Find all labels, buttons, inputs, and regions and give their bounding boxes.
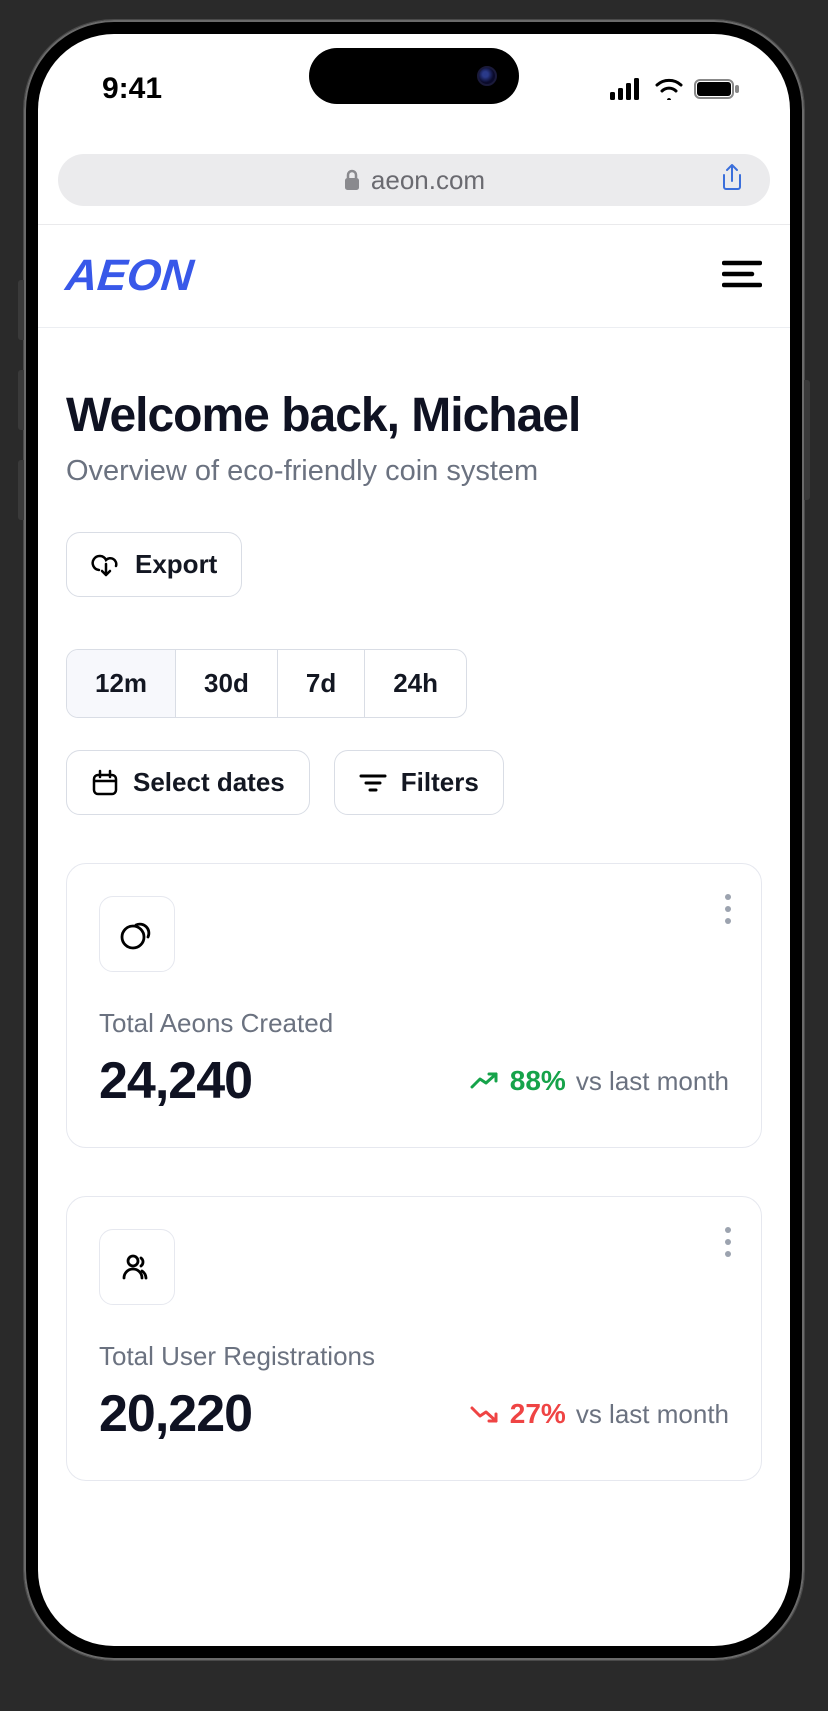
trend-caption: vs last month (576, 1066, 729, 1097)
export-button[interactable]: Export (66, 532, 242, 597)
dots-icon (725, 1227, 731, 1233)
card-label: Total Aeons Created (99, 1008, 729, 1039)
card-label: Total User Registrations (99, 1341, 729, 1372)
cellular-icon (610, 78, 644, 100)
card-icon-box (99, 896, 175, 972)
card-icon-box (99, 1229, 175, 1305)
url-text: aeon.com (371, 165, 485, 196)
calendar-icon (91, 769, 119, 797)
download-cloud-icon (91, 552, 121, 578)
screen: 9:41 (38, 34, 790, 1646)
card-menu-button[interactable] (725, 1227, 731, 1257)
status-time: 9:41 (102, 72, 162, 106)
menu-icon (722, 259, 762, 289)
card-value: 20,220 (99, 1384, 252, 1444)
select-dates-label: Select dates (133, 767, 285, 798)
dots-icon (725, 894, 731, 900)
battery-icon (694, 78, 740, 100)
menu-button[interactable] (722, 259, 762, 294)
trend-up-icon (470, 1071, 500, 1091)
trend-block: 27% vs last month (470, 1398, 729, 1430)
stat-card-aeons: Total Aeons Created 24,240 88% vs last m… (66, 863, 762, 1148)
browser-bar: aeon.com (38, 144, 790, 225)
coins-icon (118, 915, 156, 953)
card-value: 24,240 (99, 1051, 252, 1111)
users-icon (118, 1248, 156, 1286)
filters-button[interactable]: Filters (334, 750, 504, 815)
range-tab-24h[interactable]: 24h (365, 650, 466, 717)
card-menu-button[interactable] (725, 894, 731, 924)
export-label: Export (135, 549, 217, 580)
trend-pct: 88% (510, 1065, 566, 1097)
front-camera (477, 66, 497, 86)
logo[interactable]: AEON (63, 251, 195, 301)
trend-pct: 27% (510, 1398, 566, 1430)
range-tab-7d[interactable]: 7d (278, 650, 365, 717)
url-field[interactable]: aeon.com (58, 154, 770, 206)
filter-icon (359, 772, 387, 794)
page-title: Welcome back, Michael (66, 388, 762, 443)
trend-down-icon (470, 1404, 500, 1424)
filters-label: Filters (401, 767, 479, 798)
app-header: AEON (38, 225, 790, 328)
select-dates-button[interactable]: Select dates (66, 750, 310, 815)
lock-icon (343, 169, 361, 191)
dynamic-island (309, 48, 519, 104)
range-tabs: 12m 30d 7d 24h (66, 649, 467, 718)
content: Welcome back, Michael Overview of eco-fr… (38, 328, 790, 1481)
trend-block: 88% vs last month (470, 1065, 729, 1097)
device-frame: 9:41 (24, 20, 804, 1660)
share-button[interactable] (720, 163, 744, 198)
range-tab-12m[interactable]: 12m (67, 650, 176, 717)
stat-card-users: Total User Registrations 20,220 27% vs l… (66, 1196, 762, 1481)
status-indicators (610, 78, 740, 100)
range-tab-30d[interactable]: 30d (176, 650, 278, 717)
trend-caption: vs last month (576, 1399, 729, 1430)
share-icon (720, 163, 744, 193)
wifi-icon (654, 78, 684, 100)
page-subtitle: Overview of eco-friendly coin system (66, 455, 762, 488)
